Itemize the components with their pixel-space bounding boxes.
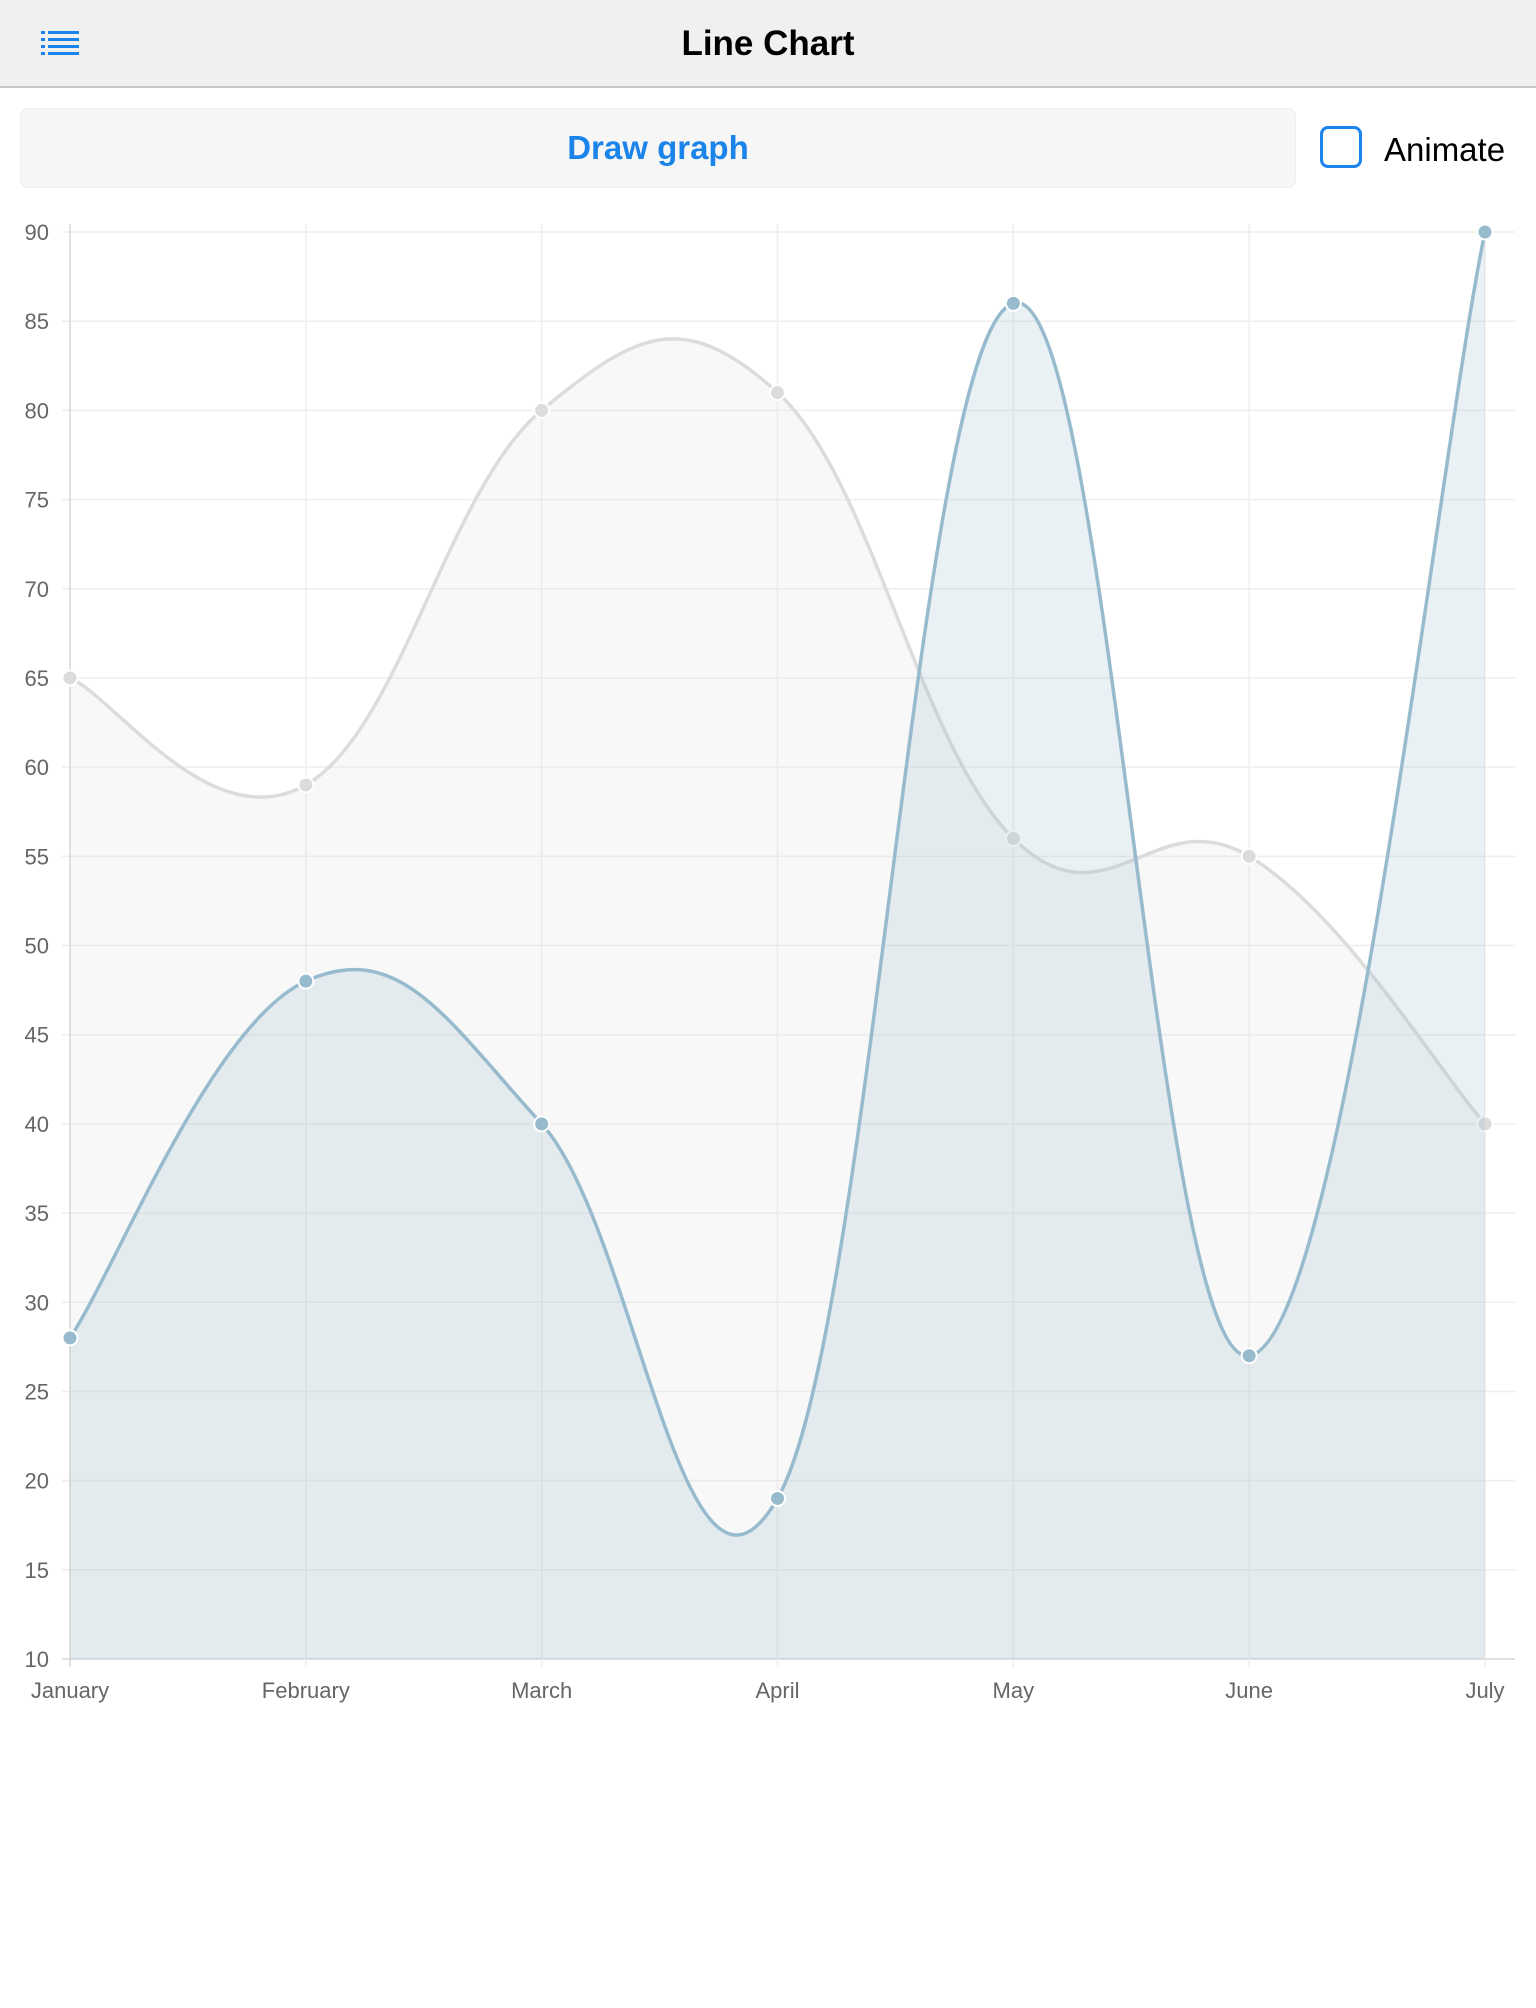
x-tick-label: May (993, 1678, 1035, 1703)
list-icon (41, 31, 79, 55)
series-1-point (769, 384, 786, 402)
y-tick-label: 15 (25, 1558, 49, 1583)
series-2-point (1004, 294, 1022, 312)
y-tick-label: 70 (25, 577, 49, 602)
series-1-point (1004, 829, 1022, 847)
y-tick-label: 65 (25, 666, 49, 691)
line-chart: 10 15 20 25 30 35 40 45 50 55 60 65 70 75 80 85 90 Januar… (25, 220, 1515, 1703)
series-2-point (1476, 223, 1494, 241)
animate-checkbox[interactable] (1320, 126, 1362, 168)
series-2-point (533, 1115, 551, 1133)
y-tick-label: 45 (25, 1023, 49, 1048)
y-tick-label: 75 (25, 488, 49, 513)
x-tick-label: January (31, 1678, 109, 1703)
series-1-point (1476, 1115, 1494, 1133)
series-1-point (1240, 847, 1258, 865)
y-tick-label: 20 (25, 1469, 49, 1494)
y-tick-label: 35 (25, 1201, 49, 1226)
y-tick-label: 25 (25, 1379, 49, 1404)
animate-label: Animate (1384, 131, 1506, 168)
y-tick-label: 50 (25, 934, 49, 959)
y-tick-label: 10 (25, 1647, 49, 1672)
series-1-area (70, 338, 1485, 1659)
y-tick-label: 30 (25, 1290, 49, 1315)
y-tick-label: 85 (25, 309, 49, 334)
series-1-point (297, 776, 315, 794)
series-2-area (70, 232, 1485, 1659)
y-tick-label: 80 (25, 398, 49, 423)
menu-button[interactable] (30, 18, 90, 70)
x-tick-label: March (511, 1678, 572, 1703)
series-2-point (297, 972, 315, 990)
page-title: Line Chart (681, 24, 855, 63)
y-tick-label: 40 (25, 1112, 49, 1137)
series-1-point (61, 669, 79, 687)
series-2-point (61, 1329, 79, 1347)
series-2-point (1240, 1347, 1258, 1365)
navigation-bar: Line Chart (0, 0, 1536, 88)
x-tick-label: February (262, 1678, 350, 1703)
x-tick-label: July (1465, 1678, 1504, 1703)
y-tick-label: 55 (25, 844, 49, 869)
y-tick-label: 90 (25, 220, 49, 245)
series-2-point (769, 1489, 786, 1507)
draw-graph-button[interactable]: Draw graph (20, 108, 1296, 188)
x-tick-label: April (755, 1678, 799, 1703)
series-1-point (533, 401, 551, 419)
x-tick-label: June (1225, 1678, 1273, 1703)
series-2-line (68, 231, 1487, 1537)
y-tick-label: 60 (25, 755, 49, 780)
